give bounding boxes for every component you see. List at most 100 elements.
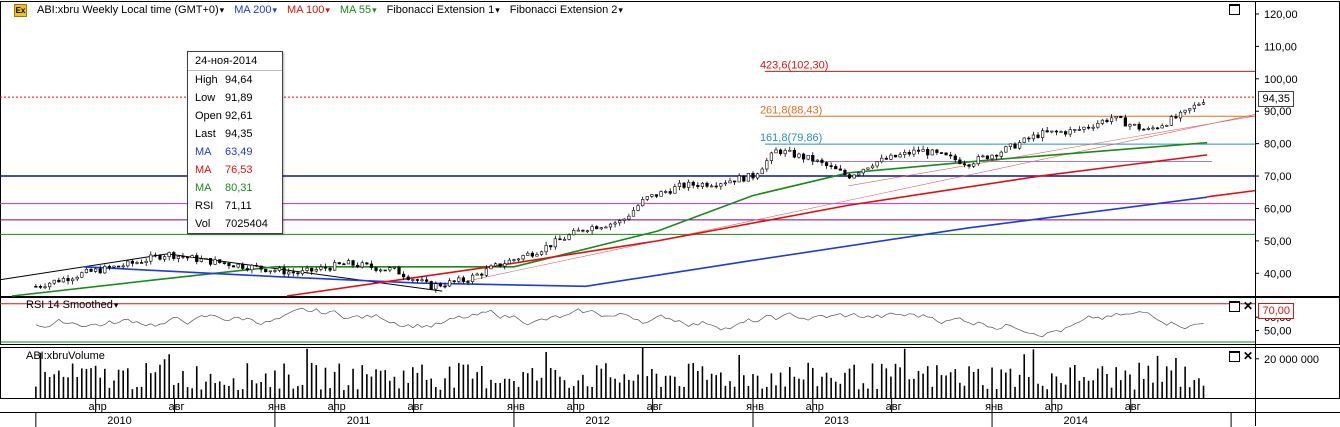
- candle-body: [254, 264, 259, 267]
- candle-body: [291, 271, 295, 274]
- volume-pane-maximize-icon[interactable]: [1229, 351, 1240, 362]
- symbol-title-dropdown[interactable]: ABI:xbru Weekly Local time (GMT+0): [37, 4, 224, 16]
- indicator-fib-ext-1[interactable]: Fibonacci Extension 1: [387, 4, 500, 16]
- candle-body: [595, 226, 599, 230]
- y-tick-label: 120,00: [1264, 9, 1298, 21]
- candle-body: [1169, 116, 1173, 126]
- candle-body: [218, 259, 222, 263]
- candle-body: [300, 270, 305, 275]
- candle-body: [847, 174, 852, 179]
- candle-body: [650, 194, 654, 197]
- tooltip-key: Low: [195, 92, 216, 104]
- indicator-ma200[interactable]: MA 200: [234, 4, 277, 16]
- candle-body: [539, 251, 544, 255]
- candle-body: [383, 269, 387, 272]
- candle-body: [659, 191, 663, 197]
- y-tick-label: 40,00: [1264, 268, 1292, 280]
- candle-body: [1114, 115, 1118, 119]
- x-month-label: янв: [746, 401, 764, 413]
- candle-body: [562, 239, 567, 241]
- candle-body: [999, 151, 1003, 157]
- candle-body: [985, 155, 990, 160]
- candle-body: [447, 280, 452, 287]
- candle-body: [806, 155, 810, 160]
- candle-body: [631, 210, 636, 217]
- candle-body: [622, 218, 626, 221]
- candle-body: [792, 149, 796, 158]
- candle-body: [420, 279, 424, 282]
- x-year-label: 2010: [107, 415, 131, 427]
- candle-body: [52, 279, 56, 284]
- candle-body: [778, 149, 783, 155]
- candle-body: [1050, 130, 1054, 133]
- x-year-label: 2013: [824, 415, 848, 427]
- candle-body: [760, 168, 764, 175]
- candle-body: [1073, 129, 1077, 131]
- symbol-icon[interactable]: Ex: [14, 3, 27, 17]
- candle-body: [480, 273, 484, 276]
- indicator-ma55[interactable]: MA 55: [340, 4, 377, 16]
- candle-body: [1174, 116, 1178, 119]
- tooltip-value: 63,49: [225, 146, 253, 158]
- candle-body: [815, 159, 819, 162]
- candle-body: [1155, 127, 1160, 130]
- candle-body: [1123, 117, 1127, 127]
- candle-body: [314, 269, 318, 272]
- y-tick-label: 50,00: [1264, 236, 1292, 248]
- main-pane-maximize-icon[interactable]: [1229, 4, 1240, 15]
- candle-body: [820, 159, 824, 163]
- candle-body: [746, 173, 751, 182]
- candle-body: [498, 263, 502, 267]
- candle-body: [139, 262, 144, 264]
- candle-body: [411, 279, 415, 281]
- candle-body: [185, 256, 190, 259]
- tooltip-key: MA: [195, 182, 212, 194]
- tooltip-value: 80,31: [225, 182, 253, 194]
- candle-body: [130, 260, 134, 264]
- candle-body: [755, 173, 760, 179]
- candle-body: [379, 269, 383, 272]
- candle-body: [172, 252, 176, 259]
- rsi-pane-label[interactable]: RSI 14 Smoothed: [26, 299, 118, 311]
- candle-body: [788, 149, 792, 152]
- y-tick-label: 70,00: [1264, 171, 1292, 183]
- candle-body: [71, 278, 75, 282]
- indicator-fib-ext-2[interactable]: Fibonacci Extension 2: [510, 4, 623, 16]
- candle-body: [733, 180, 737, 183]
- candle-body: [66, 278, 70, 282]
- candle-body: [1188, 108, 1192, 111]
- tooltip-value: 7025404: [225, 218, 268, 230]
- candle-body: [466, 281, 470, 283]
- candle-body: [277, 267, 282, 271]
- candle-body: [958, 159, 962, 165]
- x-month-label: авг: [1125, 401, 1141, 413]
- rsi-pane-close-icon[interactable]: ✕: [1243, 299, 1254, 313]
- candle-body: [190, 255, 194, 259]
- candle-body: [38, 286, 43, 288]
- candle-body: [470, 274, 475, 282]
- rsi-y-tick-label: 50,00: [1264, 326, 1292, 338]
- candle-body: [158, 255, 162, 260]
- candle-body: [1059, 131, 1063, 133]
- candle-body: [236, 263, 240, 268]
- tooltip-value: 92,61: [225, 110, 253, 122]
- fib-extension-label: 423,6(102,30): [760, 59, 829, 71]
- y-tick-label: 100,00: [1264, 74, 1298, 86]
- candle-body: [714, 185, 718, 188]
- candle-body: [1100, 119, 1104, 124]
- indicator-ma100[interactable]: MA 100: [287, 4, 330, 16]
- candle-body: [392, 266, 397, 269]
- x-month-label: апр: [1045, 401, 1063, 413]
- candle-body: [1142, 128, 1146, 131]
- volume-pane-close-icon[interactable]: ✕: [1243, 349, 1254, 363]
- candle-body: [1197, 103, 1201, 106]
- candle-body: [742, 175, 746, 182]
- tooltip-key: High: [195, 74, 218, 86]
- candle-body: [944, 152, 948, 156]
- candle-body: [296, 272, 300, 275]
- candle-body: [677, 182, 682, 187]
- rsi-pane-maximize-icon[interactable]: [1229, 301, 1240, 312]
- tooltip-key: RSI: [195, 200, 214, 212]
- candle-body: [866, 167, 870, 170]
